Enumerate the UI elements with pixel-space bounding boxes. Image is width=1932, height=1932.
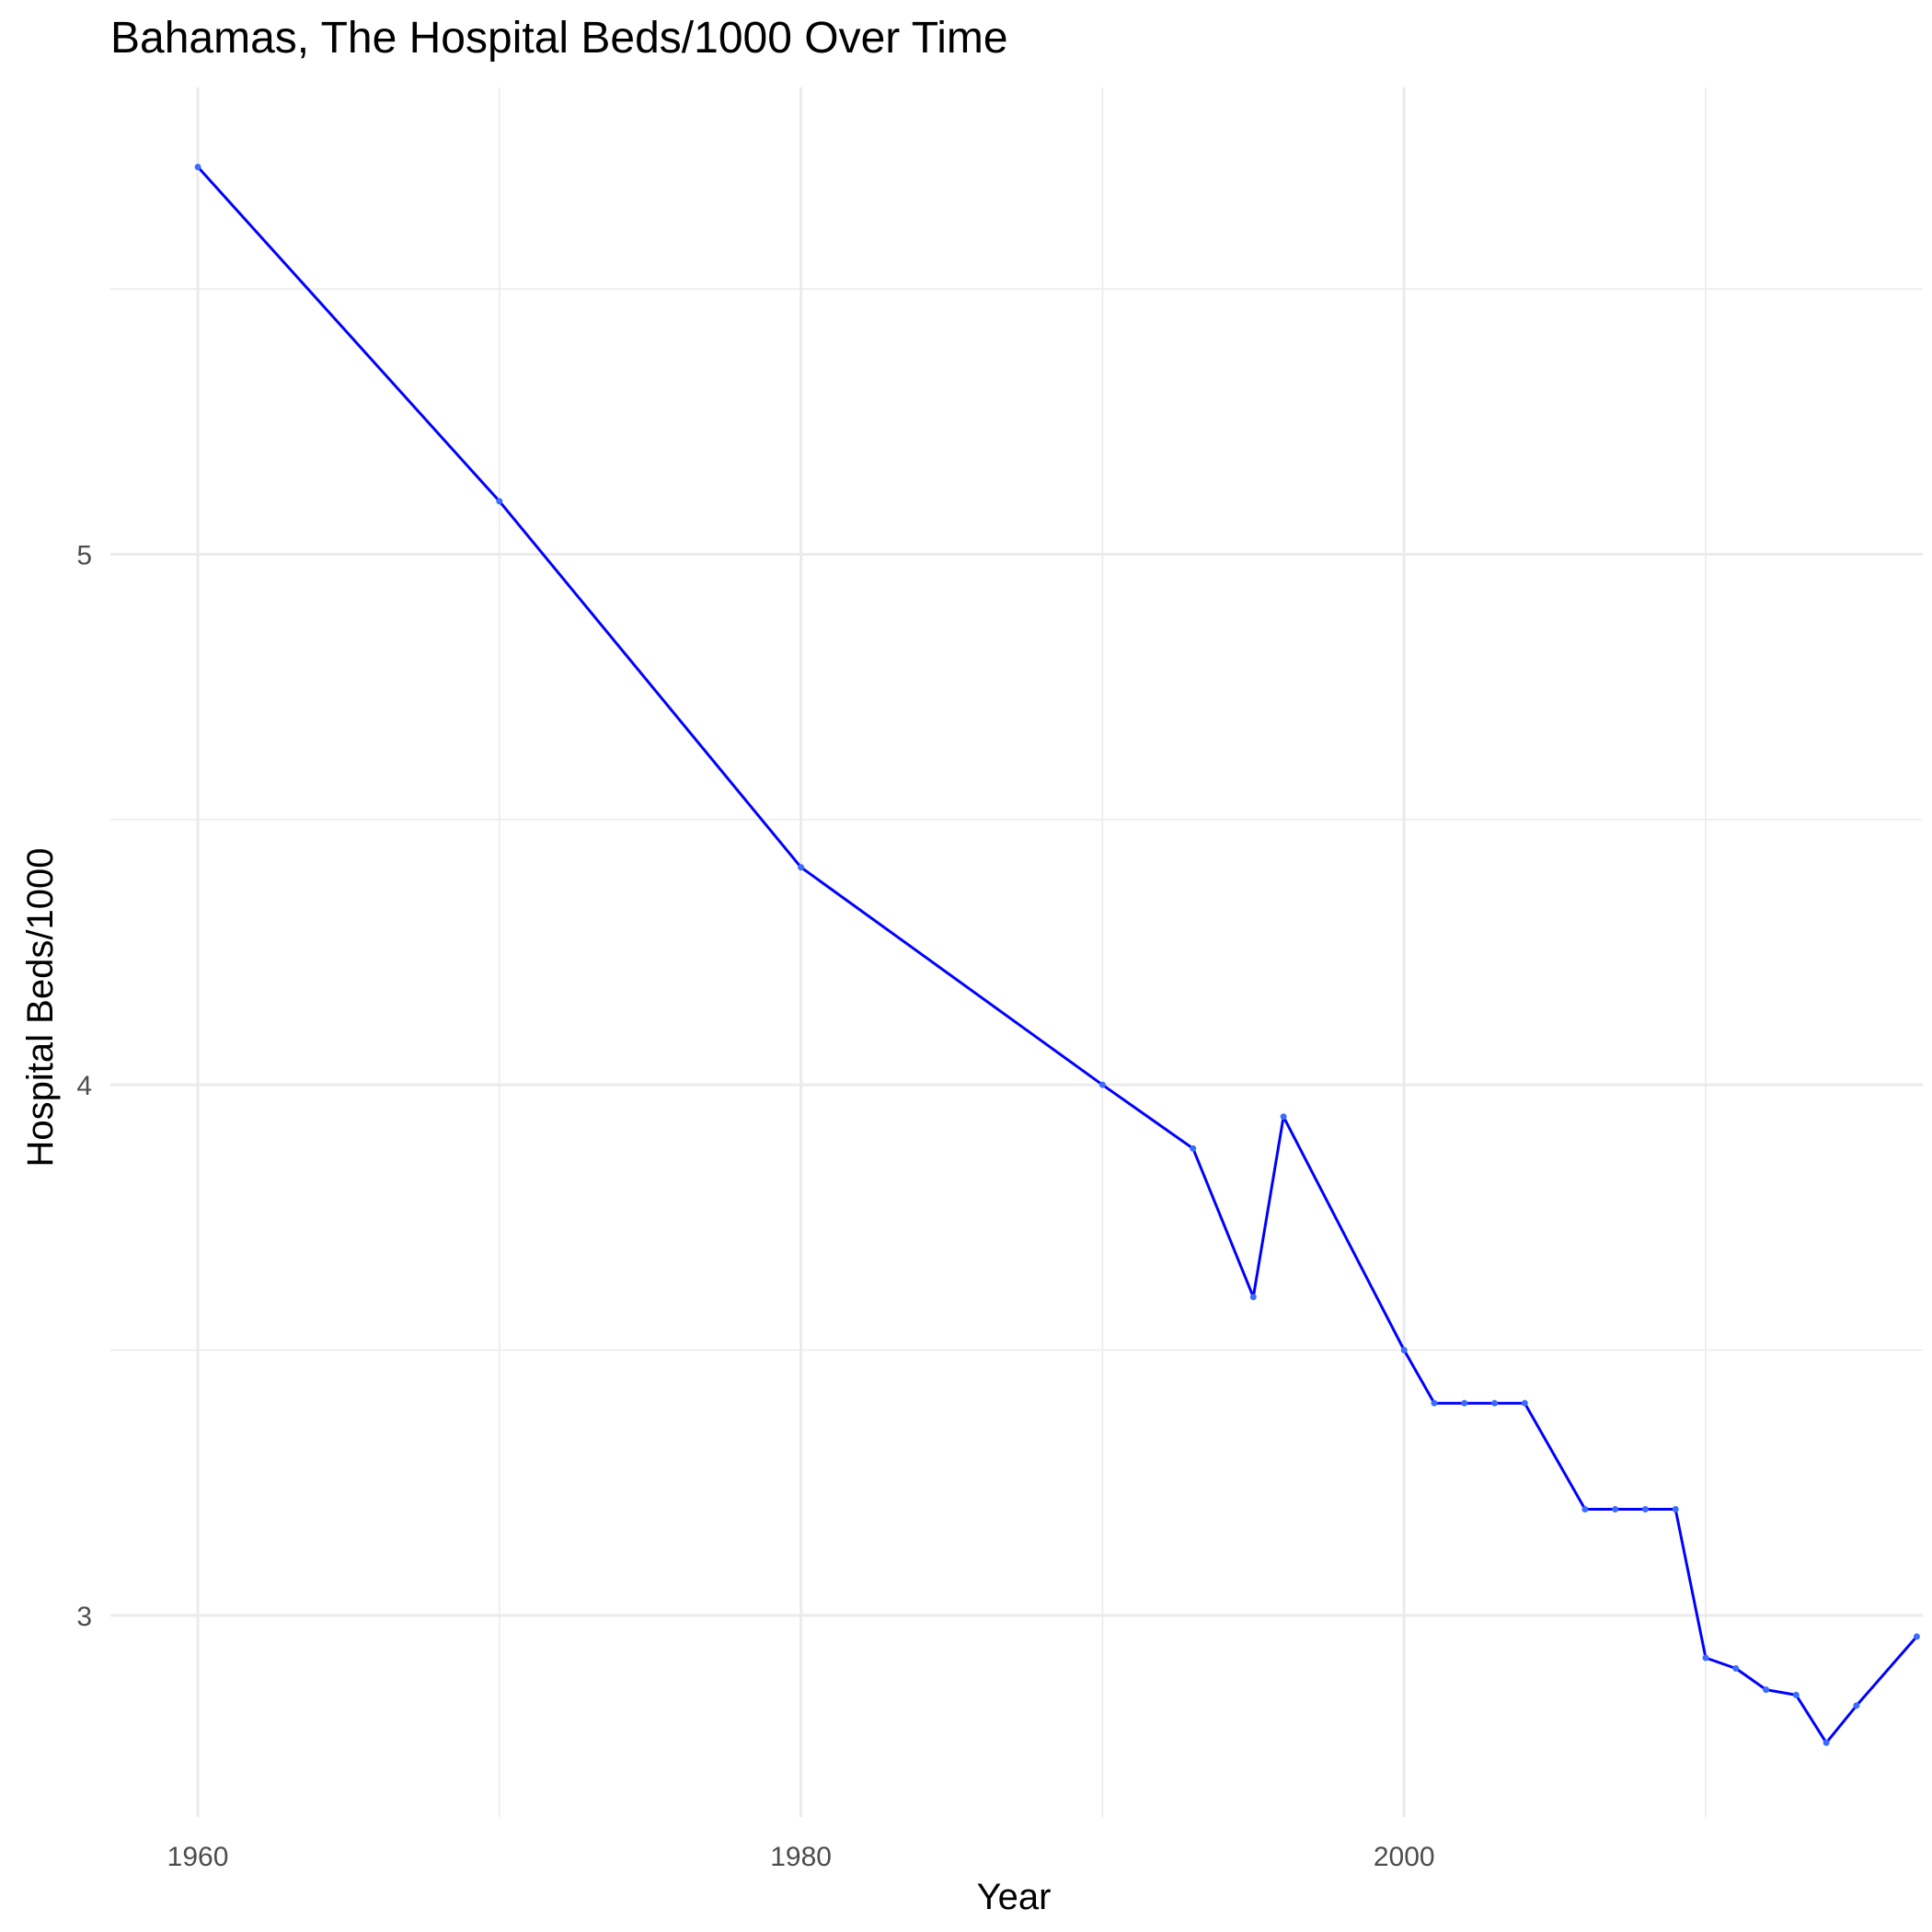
y-axis-title: Hospital Beds/1000: [20, 848, 61, 1167]
data-point: [1280, 1113, 1287, 1121]
data-point: [1249, 1294, 1257, 1301]
data-point: [1913, 1633, 1920, 1640]
minor-gridlines: [110, 87, 1923, 1817]
x-tick-label: 2000: [1374, 1842, 1435, 1872]
y-tick-label: 4: [76, 1071, 92, 1101]
chart-title: Bahamas, The Hospital Beds/1000 Over Tim…: [110, 14, 1008, 63]
data-point: [798, 864, 805, 871]
major-gridlines: [110, 87, 1923, 1817]
data-point: [1612, 1506, 1619, 1513]
data-point: [1702, 1654, 1709, 1662]
data-point: [1098, 1081, 1106, 1088]
data-point: [1792, 1691, 1800, 1698]
data-point: [1672, 1506, 1679, 1513]
data-point: [1641, 1506, 1649, 1513]
series-layer: [194, 164, 1920, 1746]
y-tick-label: 3: [76, 1602, 92, 1632]
data-point: [194, 164, 201, 171]
series-line: [196, 166, 1918, 1744]
data-point: [1732, 1665, 1740, 1673]
data-point: [1823, 1739, 1830, 1746]
data-point: [1581, 1506, 1589, 1513]
x-axis-tick-labels: 1960 1980 2000: [167, 1842, 1435, 1872]
data-point: [496, 498, 503, 505]
x-tick-label: 1980: [770, 1842, 832, 1872]
data-point: [1431, 1399, 1438, 1407]
data-point: [1521, 1399, 1528, 1407]
data-point: [1190, 1144, 1197, 1152]
x-tick-label: 1960: [167, 1842, 229, 1872]
data-point: [1853, 1702, 1860, 1709]
data-point: [1461, 1399, 1468, 1407]
data-point: [1400, 1347, 1408, 1354]
y-tick-label: 5: [76, 540, 92, 570]
data-point: [1491, 1399, 1499, 1407]
y-axis-tick-labels: 3 4 5: [76, 540, 92, 1631]
x-axis-title: Year: [977, 1877, 1052, 1917]
data-point: [1763, 1686, 1770, 1694]
